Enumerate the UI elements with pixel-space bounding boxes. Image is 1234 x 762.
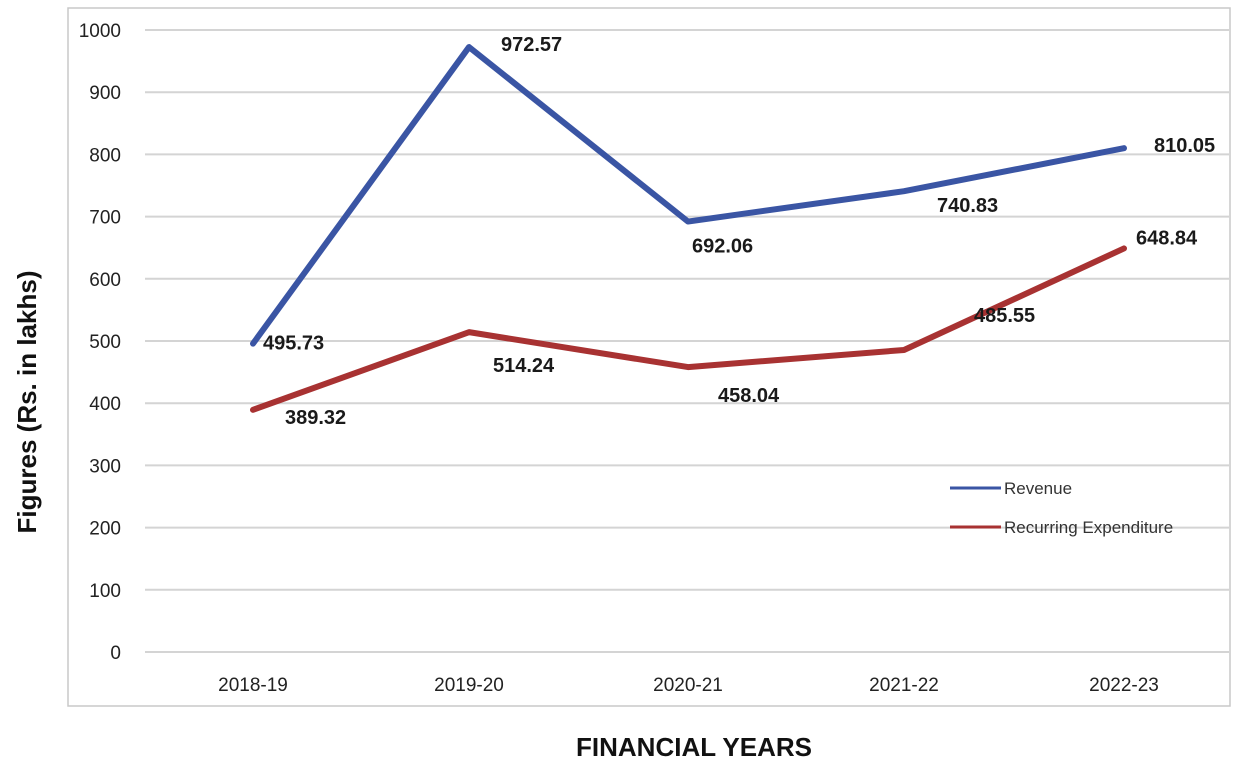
y-axis-ticks: 0 100 200 300 400 500 600 700 800 900 1000 [79,21,121,664]
y-tick-label: 1000 [79,21,121,42]
data-label: 740.83 [937,195,998,217]
x-tick-label: 2022-23 [1089,675,1159,696]
data-label: 514.24 [493,355,555,377]
x-axis-ticks: 2018-19 2019-20 2020-21 2021-22 2022-23 [218,675,1159,696]
y-tick-label: 800 [89,145,121,166]
y-tick-label: 300 [89,456,121,477]
data-label: 972.57 [501,34,562,56]
y-tick-label: 100 [89,581,121,602]
x-tick-label: 2020-21 [653,675,723,696]
data-label: 389.32 [285,407,346,429]
data-label: 485.55 [974,305,1035,327]
y-tick-label: 400 [89,394,121,415]
series-line-recurring-expenditure [250,245,1127,413]
x-tick-label: 2021-22 [869,675,939,696]
y-axis-title: Figures (Rs. in lakhs) [12,271,42,534]
data-label: 648.84 [1136,227,1198,249]
x-tick-label: 2018-19 [218,675,288,696]
legend-label: Recurring Expenditure [1004,518,1173,537]
series-lines [250,44,1127,413]
x-axis-title: FINANCIAL YEARS [576,732,812,762]
y-tick-label: 0 [110,643,121,664]
y-tick-label: 500 [89,332,121,353]
y-tick-label: 600 [89,270,121,291]
data-label: 458.04 [718,385,780,407]
y-tick-label: 900 [89,83,121,104]
legend-label: Revenue [1004,479,1072,498]
series-line-revenue [250,44,1127,347]
data-labels: 495.73 972.57 692.06 740.83 810.05 389.32 514.… [263,34,1215,429]
y-tick-label: 700 [89,208,121,229]
data-label: 692.06 [692,236,753,258]
data-label: 495.73 [263,333,324,355]
x-tick-label: 2019-20 [434,675,504,696]
chart-frame [67,7,1231,707]
legend: Revenue Recurring Expenditure [950,479,1173,537]
y-tick-label: 200 [89,519,121,540]
gridlines [145,29,1229,653]
data-label: 810.05 [1154,135,1215,157]
